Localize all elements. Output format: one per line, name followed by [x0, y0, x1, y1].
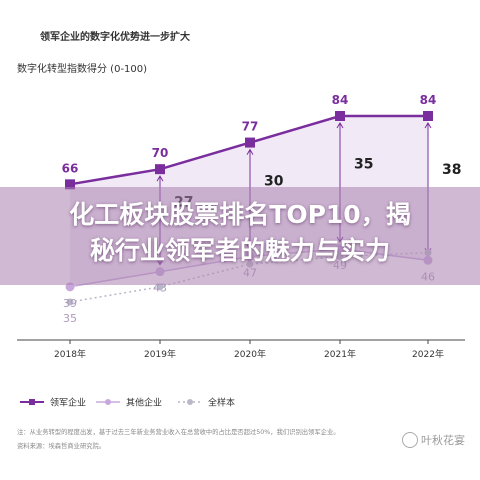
data-point: [156, 283, 164, 291]
data-point: [423, 111, 433, 121]
wechat-logo-icon: [402, 432, 418, 448]
data-label: 84: [332, 93, 349, 107]
legend-marker: [29, 399, 35, 405]
x-tick-label: 2019年: [144, 348, 176, 360]
data-label: 77: [242, 120, 259, 134]
headline-banner: [0, 187, 480, 285]
data-point: [155, 164, 165, 175]
data-label: 70: [152, 146, 169, 160]
x-tick-label: 2021年: [324, 348, 356, 360]
data-label: 66: [62, 161, 79, 175]
legend-label: 领军企业: [50, 397, 86, 409]
gap-arrowhead-up: [156, 175, 164, 182]
x-tick-label: 2022年: [412, 348, 444, 360]
data-point: [245, 137, 255, 148]
gap-arrowhead-up: [336, 122, 344, 129]
headline: 化工板块股票排名TOP10，揭 秘行业领军者的魅力与实力: [0, 197, 480, 269]
legend-marker: [187, 399, 193, 405]
legend-label: 其他企业: [126, 397, 162, 409]
legend-label: 全样本: [208, 397, 235, 409]
x-tick-label: 2020年: [234, 348, 266, 360]
chart-title: 领军企业的数字化优势进一步扩大: [40, 30, 190, 43]
data-label: 35: [63, 312, 77, 325]
data-label: 39: [63, 297, 77, 310]
chart-source: 资料来源：埃森哲商业研究院。: [17, 441, 105, 450]
watermark: 叶秋花宴: [402, 432, 465, 448]
gap-arrowhead-up: [246, 148, 254, 155]
data-point: [65, 179, 75, 190]
gap-label: 38: [442, 162, 461, 178]
series-line: [69, 251, 429, 303]
chart-subtitle: 数字化转型指数得分 (0-100): [17, 62, 147, 75]
data-label: 84: [420, 93, 437, 107]
gap-arrowhead-up: [424, 122, 432, 129]
gap-label: 35: [354, 156, 373, 172]
data-point: [335, 111, 345, 121]
watermark-text: 叶秋花宴: [421, 434, 465, 447]
headline-line-1: 化工板块股票排名TOP10，揭: [69, 200, 411, 229]
headline-line-2: 秘行业领军者的魅力与实力: [89, 236, 390, 265]
gap-label: 30: [264, 174, 284, 190]
legend-marker: [105, 399, 111, 405]
data-point: [66, 298, 74, 306]
x-tick-label: 2018年: [54, 348, 86, 360]
chart-note: 注：从业务转型的程度出发，基于过去三年新业务营业收入在总营收中的占比是否超过50…: [17, 427, 340, 436]
